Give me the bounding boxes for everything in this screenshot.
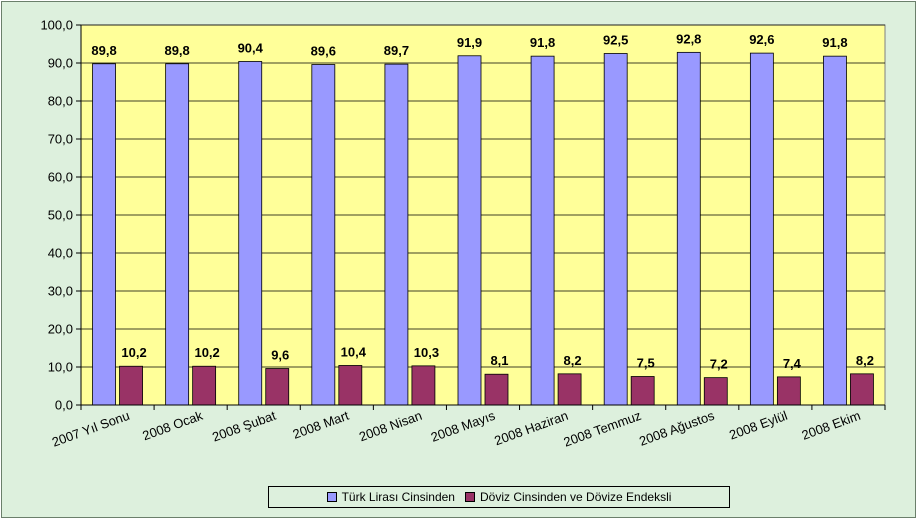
data-label: 7,4	[783, 356, 802, 371]
y-tick-label: 90,0	[48, 56, 73, 71]
bar-fx	[192, 365, 217, 406]
data-label: 7,2	[710, 357, 728, 372]
bar-fx	[703, 377, 728, 406]
data-label: 92,8	[676, 31, 701, 46]
data-label: 10,2	[194, 345, 219, 360]
x-tick-label: 2008 Mayıs	[429, 408, 498, 445]
data-label: 91,8	[822, 35, 847, 50]
data-label: 10,4	[341, 344, 367, 359]
bar-tl	[165, 63, 190, 406]
legend-label-tl: Türk Lirası Cinsinden	[341, 490, 455, 504]
legend-swatch-tl	[326, 492, 337, 502]
bar-tl	[92, 63, 116, 406]
y-tick-label: 100,0	[40, 18, 73, 33]
chart-legend: Türk Lirası Cinsinden Döviz Cinsinden ve…	[268, 486, 730, 508]
y-tick-label: 80,0	[48, 94, 73, 109]
bar-tl	[823, 55, 847, 406]
data-label: 89,8	[91, 43, 116, 58]
bar-fx	[411, 365, 436, 406]
x-tick-label: 2008 Mart	[291, 408, 351, 442]
data-label: 89,8	[164, 43, 189, 58]
bar-fx	[484, 373, 509, 406]
bar-tl	[530, 55, 555, 406]
data-label: 90,4	[238, 40, 264, 55]
data-label: 10,2	[121, 345, 146, 360]
x-tick-label: 2008 Ocak	[140, 408, 205, 444]
bar-tl	[676, 51, 701, 406]
bar-tl	[238, 61, 263, 406]
data-label: 89,7	[384, 43, 409, 58]
data-label: 92,5	[603, 33, 628, 48]
y-tick-label: 40,0	[48, 246, 73, 261]
bar-tl	[749, 52, 774, 406]
bar-fx	[630, 376, 655, 406]
data-label: 10,3	[414, 345, 439, 360]
data-label: 8,1	[490, 353, 508, 368]
y-tick-label: 0,0	[55, 398, 73, 413]
y-tick-label: 20,0	[48, 322, 73, 337]
bar-fx	[557, 373, 582, 406]
legend-label-fx: Döviz Cinsinden ve Dövize Endeksli	[479, 490, 672, 504]
data-label: 91,9	[457, 35, 482, 50]
bar-tl	[311, 64, 336, 406]
y-tick-label: 50,0	[48, 208, 73, 223]
y-tick-label: 30,0	[48, 284, 73, 299]
data-label: 89,6	[311, 44, 336, 59]
x-tick-label: 2008 Eylül	[727, 408, 789, 443]
data-label: 8,2	[856, 353, 874, 368]
x-tick-label: 2008 Şubat	[210, 408, 278, 445]
bar-tl	[457, 55, 482, 406]
x-tick-label: 2008 Temmuz	[562, 408, 644, 450]
x-tick-label: 2008 Haziran	[492, 408, 570, 449]
x-tick-label: 2007 Yıl Sonu	[50, 408, 132, 450]
y-tick-label: 60,0	[48, 170, 73, 185]
legend-item-tl: Türk Lirası Cinsinden	[326, 490, 455, 504]
data-label: 91,8	[530, 35, 555, 50]
bar-fx	[850, 373, 874, 406]
y-tick-label: 10,0	[48, 360, 73, 375]
y-tick-label: 70,0	[48, 132, 73, 147]
bar-tl	[603, 53, 628, 406]
data-label: 92,6	[749, 32, 774, 47]
bar-fx	[338, 365, 363, 406]
bar-fx	[265, 368, 290, 406]
x-tick-label: 2008 Nisan	[357, 408, 424, 445]
x-tick-label: 2008 Ekim	[800, 408, 863, 443]
data-label: 9,6	[271, 348, 289, 363]
bar-fx	[119, 365, 143, 406]
data-label: 7,5	[637, 356, 655, 371]
data-label: 8,2	[564, 353, 582, 368]
legend-swatch-fx	[464, 492, 475, 502]
bar-tl	[384, 63, 409, 406]
x-tick-label: 2008 Ağustos	[637, 408, 717, 449]
bar-fx	[776, 376, 801, 406]
legend-item-fx: Döviz Cinsinden ve Dövize Endeksli	[464, 490, 672, 504]
